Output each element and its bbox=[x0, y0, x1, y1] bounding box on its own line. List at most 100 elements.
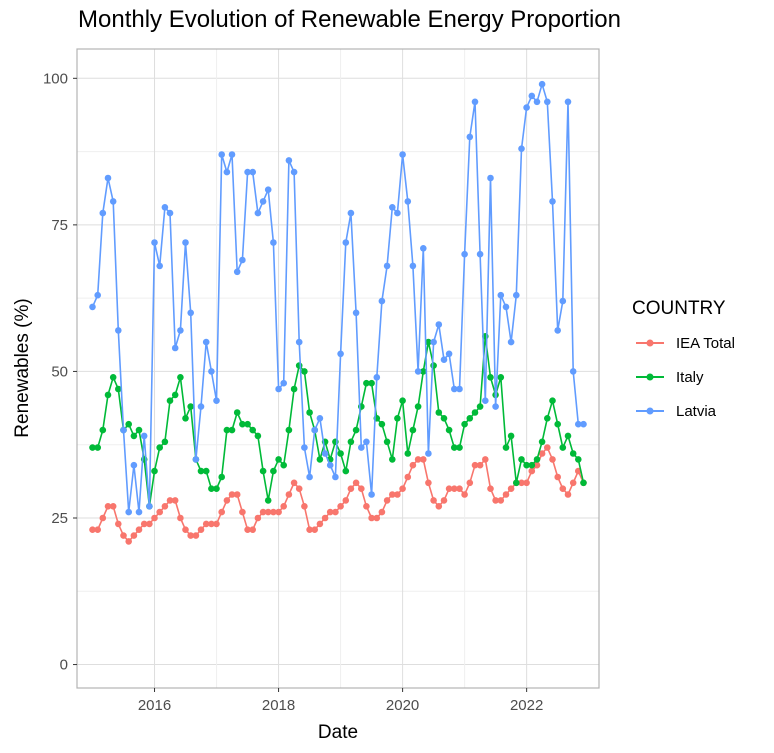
data-point-latvia bbox=[94, 291, 101, 299]
data-point-iea-total bbox=[528, 467, 536, 475]
data-point-iea-total bbox=[337, 503, 344, 510]
data-point-iea-total bbox=[404, 473, 412, 481]
data-point-iea-total bbox=[140, 520, 148, 528]
data-point-italy bbox=[135, 426, 143, 434]
data-point-italy bbox=[99, 426, 107, 434]
data-point-latvia bbox=[125, 508, 132, 516]
data-point-latvia bbox=[321, 450, 329, 457]
data-point-italy bbox=[575, 456, 582, 463]
data-point-latvia bbox=[347, 209, 355, 217]
data-point-italy bbox=[378, 420, 386, 428]
data-point-latvia bbox=[177, 327, 184, 334]
data-point-latvia bbox=[425, 450, 432, 457]
data-point-iea-total bbox=[89, 526, 96, 533]
data-point-latvia bbox=[420, 245, 427, 252]
data-point-iea-total bbox=[451, 485, 458, 493]
data-point-italy bbox=[456, 444, 463, 451]
data-point-iea-total bbox=[482, 456, 489, 463]
data-point-latvia bbox=[404, 198, 412, 205]
data-point-italy bbox=[249, 426, 256, 434]
y-axis-label: Renewables (%) bbox=[12, 298, 33, 437]
data-point-latvia bbox=[249, 168, 256, 176]
data-point-iea-total bbox=[389, 491, 396, 498]
x-tick-label: 2018 bbox=[262, 697, 295, 714]
data-point-iea-total bbox=[109, 503, 117, 510]
data-point-iea-total bbox=[99, 514, 107, 522]
data-point-latvia bbox=[109, 198, 117, 205]
data-point-latvia bbox=[549, 198, 556, 205]
data-point-latvia bbox=[497, 291, 505, 299]
data-point-latvia bbox=[409, 262, 417, 270]
data-point-iea-total bbox=[347, 485, 355, 493]
grid bbox=[77, 49, 599, 688]
legend-item-latvia: Latvia bbox=[632, 394, 735, 428]
data-point-iea-total bbox=[549, 456, 556, 463]
data-point-italy bbox=[368, 379, 375, 387]
data-point-iea-total bbox=[182, 526, 189, 533]
data-point-latvia bbox=[513, 291, 520, 299]
data-point-latvia bbox=[326, 461, 334, 469]
data-point-latvia bbox=[383, 262, 391, 270]
data-point-iea-total bbox=[321, 514, 329, 522]
data-point-italy bbox=[513, 479, 520, 487]
data-point-iea-total bbox=[502, 491, 510, 498]
data-point-latvia bbox=[456, 385, 463, 393]
series-latvia bbox=[89, 80, 587, 516]
data-point-latvia bbox=[316, 415, 324, 422]
data-point-italy bbox=[109, 374, 117, 381]
data-point-iea-total bbox=[187, 532, 194, 539]
data-point-iea-total bbox=[295, 485, 303, 493]
data-point-iea-total bbox=[507, 485, 515, 493]
data-point-latvia bbox=[533, 98, 541, 106]
data-point-latvia bbox=[559, 297, 567, 305]
data-point-italy bbox=[197, 467, 205, 475]
data-point-iea-total bbox=[146, 520, 153, 528]
data-point-italy bbox=[244, 420, 251, 428]
data-point-italy bbox=[306, 409, 313, 416]
data-point-italy bbox=[502, 444, 510, 451]
data-point-latvia bbox=[332, 473, 339, 481]
data-point-iea-total bbox=[461, 491, 468, 498]
data-point-latvia bbox=[461, 250, 468, 258]
data-point-italy bbox=[254, 432, 262, 440]
data-point-latvia bbox=[280, 379, 288, 387]
data-point-italy bbox=[399, 397, 406, 405]
data-point-iea-total bbox=[440, 497, 448, 504]
data-point-latvia bbox=[569, 368, 577, 375]
data-point-italy bbox=[383, 438, 391, 446]
data-point-latvia bbox=[166, 209, 174, 217]
data-point-italy bbox=[538, 438, 546, 446]
data-point-italy bbox=[218, 473, 225, 481]
data-point-iea-total bbox=[192, 532, 200, 539]
data-point-italy bbox=[352, 426, 360, 434]
data-point-iea-total bbox=[171, 497, 179, 504]
data-point-iea-total bbox=[409, 461, 417, 469]
data-point-italy bbox=[239, 420, 246, 428]
data-point-iea-total bbox=[538, 450, 546, 457]
data-point-iea-total bbox=[218, 508, 225, 516]
data-point-iea-total bbox=[399, 485, 406, 493]
data-point-italy bbox=[549, 397, 556, 405]
data-point-iea-total bbox=[564, 491, 572, 498]
data-point-latvia bbox=[363, 438, 370, 446]
data-point-latvia bbox=[244, 168, 251, 176]
data-point-italy bbox=[528, 461, 536, 469]
data-point-italy bbox=[389, 456, 396, 463]
data-point-latvia bbox=[352, 309, 360, 317]
data-point-iea-total bbox=[285, 491, 293, 498]
y-tick-label: 100 bbox=[43, 70, 68, 87]
data-point-latvia bbox=[239, 256, 246, 264]
data-point-latvia bbox=[538, 80, 546, 88]
data-point-italy bbox=[316, 456, 324, 463]
data-point-italy bbox=[125, 420, 132, 428]
y-tick-label: 25 bbox=[51, 510, 68, 527]
data-point-italy bbox=[476, 403, 484, 410]
data-point-iea-total bbox=[197, 526, 205, 533]
data-point-latvia bbox=[435, 321, 443, 328]
data-point-iea-total bbox=[177, 514, 184, 522]
data-point-italy bbox=[580, 479, 587, 487]
legend-item-iea-total: IEA Total bbox=[632, 326, 735, 360]
y-tick-label: 75 bbox=[51, 217, 68, 234]
data-point-italy bbox=[275, 456, 282, 463]
